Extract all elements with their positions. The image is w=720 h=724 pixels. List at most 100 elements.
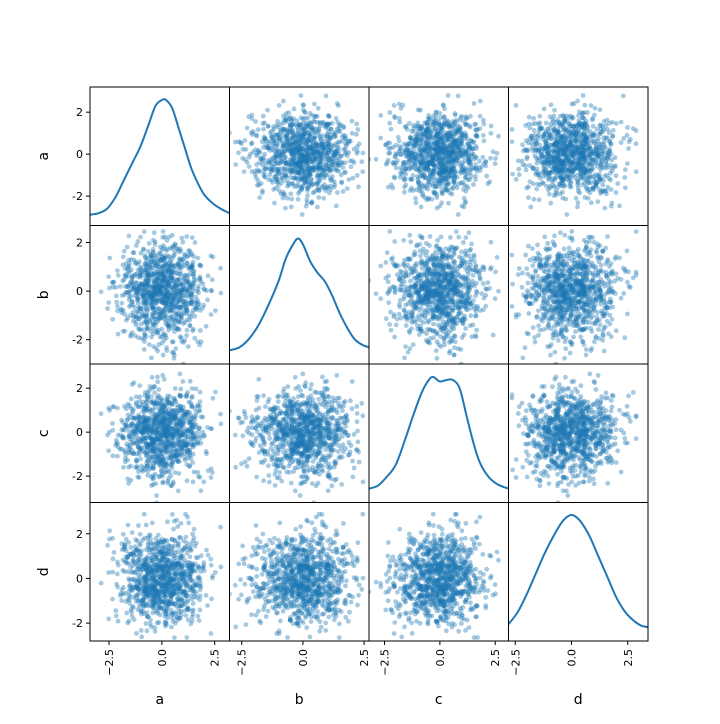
scatter-point <box>185 261 190 266</box>
scatter-point <box>420 235 425 240</box>
scatter-point <box>413 134 418 139</box>
scatter-point <box>170 340 175 345</box>
scatter-point <box>631 126 636 131</box>
scatter-point <box>566 174 571 179</box>
scatter-point <box>285 196 290 201</box>
scatter-point <box>470 140 475 145</box>
scatter-point <box>402 297 407 302</box>
scatter-point <box>525 149 530 154</box>
scatter-point <box>144 299 149 304</box>
scatter-point <box>504 120 509 125</box>
scatter-point <box>399 146 404 151</box>
scatter-point <box>441 254 446 259</box>
scatter-point <box>454 140 459 145</box>
scatter-point <box>356 127 361 132</box>
scatter-point <box>289 197 294 202</box>
scatter-point <box>398 269 403 274</box>
scatter-point <box>623 185 628 190</box>
scatter-point <box>393 115 398 120</box>
scatter-point <box>253 172 258 177</box>
panel-a-a <box>90 99 230 214</box>
scatter-point <box>452 353 457 358</box>
scatter-point <box>142 347 147 352</box>
scatter-point <box>336 162 341 167</box>
scatter-point <box>205 298 210 303</box>
scatter-point <box>619 120 624 125</box>
scatter-point <box>595 151 600 156</box>
scatter-point <box>106 274 111 279</box>
scatter-point <box>219 291 224 296</box>
scatter-point <box>483 164 488 169</box>
scatter-point <box>608 178 613 183</box>
scatter-point <box>184 234 189 239</box>
scatter-point <box>463 266 468 271</box>
scatter-point <box>441 140 446 145</box>
scatter-point <box>236 150 241 155</box>
scatter-point <box>570 102 575 107</box>
scatter-point <box>233 162 238 167</box>
scatter-point <box>289 149 294 154</box>
scatter-point <box>431 322 436 327</box>
scatter-point <box>617 204 622 209</box>
scatter-point <box>440 326 445 331</box>
scatter-point <box>325 123 330 128</box>
scatter-point <box>607 130 612 135</box>
scatter-point <box>589 162 594 167</box>
scatter-point <box>547 192 552 197</box>
scatter-point <box>306 115 311 120</box>
scatter-point <box>567 179 572 184</box>
scatter-point <box>378 136 383 141</box>
scatter-point <box>409 177 414 182</box>
scatter-point <box>576 127 581 132</box>
scatter-point <box>532 128 537 133</box>
scatter-point <box>266 124 271 129</box>
scatter-point <box>430 294 435 299</box>
scatter-point <box>495 255 500 260</box>
scatter-point <box>248 152 253 157</box>
scatter-point <box>301 154 306 159</box>
scatter-point <box>562 148 567 153</box>
scatter-point <box>483 293 488 298</box>
scatter-point <box>126 274 131 279</box>
scatter-point <box>193 295 198 300</box>
scatter-point <box>491 333 496 338</box>
scatter-point <box>181 300 186 305</box>
scatter-point <box>285 184 290 189</box>
scatter-point <box>454 283 459 288</box>
scatter-point <box>74 313 79 318</box>
scatter-point <box>177 292 182 297</box>
scatter-point <box>533 172 538 177</box>
scatter-point <box>441 319 446 324</box>
scatter-point <box>161 229 166 234</box>
scatter-point <box>165 216 170 221</box>
scatter-point <box>447 340 452 345</box>
scatter-point <box>555 165 560 170</box>
scatter-point <box>291 176 296 181</box>
scatter-point <box>524 168 529 173</box>
scatter-point <box>114 300 119 305</box>
scatter-point <box>482 139 487 144</box>
scatter-point <box>132 285 137 290</box>
scatter-point <box>374 157 379 162</box>
scatter-point <box>305 161 310 166</box>
scatter-point <box>291 168 296 173</box>
scatter-point <box>260 188 265 193</box>
scatter-point <box>473 144 478 149</box>
scatter-point <box>121 254 126 259</box>
scatter-point <box>463 326 468 331</box>
scatter-point <box>191 327 196 332</box>
scatter-point <box>253 119 258 124</box>
scatter-point <box>386 158 391 163</box>
scatter-point <box>465 152 470 157</box>
scatter-point <box>420 184 425 189</box>
scatter-point <box>403 183 408 188</box>
scatter-point <box>421 165 426 170</box>
scatter-point <box>471 182 476 187</box>
scatter-point <box>493 296 498 301</box>
scatter-point <box>463 235 468 240</box>
scatter-point <box>131 250 136 255</box>
scatter-point <box>442 293 447 298</box>
scatter-point <box>299 115 304 120</box>
scatter-point <box>622 175 627 180</box>
scatter-point <box>241 147 246 152</box>
